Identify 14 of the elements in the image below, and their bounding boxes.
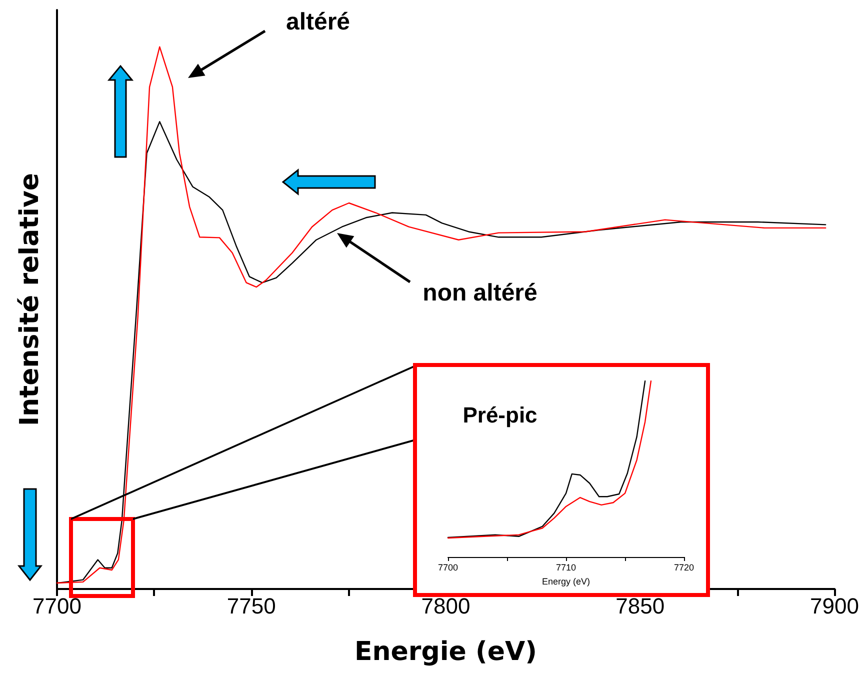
x-tick-label: 7900 bbox=[810, 594, 860, 618]
x-tick-label: 7720 bbox=[674, 562, 694, 572]
text: altéré bbox=[286, 8, 350, 36]
y-axis-title: Intensité relative bbox=[15, 172, 45, 426]
x-tick-label: 7700 bbox=[438, 562, 458, 572]
annotation: non altéré bbox=[422, 280, 538, 306]
x-tick-label: 7850 bbox=[616, 594, 665, 618]
x-tick-label: 7710 bbox=[556, 562, 576, 572]
annotation: Pré-pic bbox=[462, 402, 538, 428]
x-tick-label: 7700 bbox=[32, 594, 82, 618]
x-axis-title: Energie (eV) bbox=[354, 637, 537, 667]
x-tick-label: 7750 bbox=[226, 594, 276, 618]
x-tick-label: 7800 bbox=[421, 594, 470, 618]
x-axis-title: Energy (eV) bbox=[542, 576, 590, 586]
